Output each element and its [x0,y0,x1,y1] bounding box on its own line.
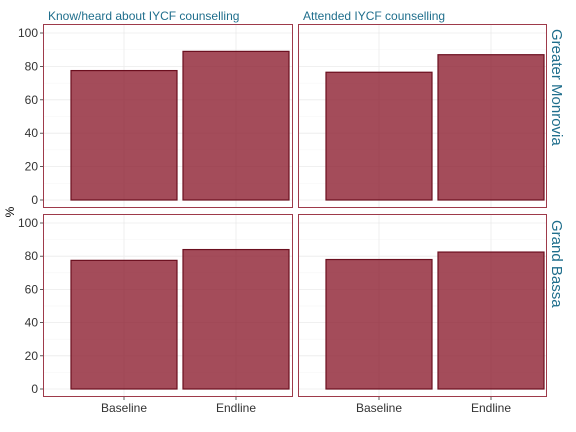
bar-endline [437,54,545,201]
y-tick-label: 40 [25,126,39,140]
bar-baseline [70,259,178,390]
y-tick-label: 100 [18,216,38,230]
panel-border [298,24,547,208]
panel-2 [298,24,547,208]
bar-endline [437,251,545,390]
y-tick-label: 20 [25,160,39,174]
bar-endline [182,248,290,390]
x-tick-label: Baseline [101,401,147,415]
x-tick-label: Endline [216,401,256,415]
column-strip-label-1: Know/heard about IYCF counselling [48,9,239,23]
y-tick-label: 40 [25,316,39,330]
panel-border [43,214,293,397]
y-tick-label: 0 [31,193,38,207]
x-tick-label: Baseline [356,401,402,415]
row-strip-label-1: Greater Monrovia [548,29,565,146]
panel-border [298,214,547,397]
column-strip-label-2: Attended IYCF counselling [303,9,445,23]
y-axis-title: % [3,206,17,217]
y-tick-label: 0 [31,382,38,396]
y-tick-label: 20 [25,349,39,363]
x-tick-label: Endline [471,401,511,415]
panel-border [43,24,293,208]
y-tick-label: 100 [18,26,38,40]
bar-baseline [325,71,433,201]
panel-3: 0 20 40 60 80 100 Baseline Endline [18,214,293,415]
panel-4: Baseline Endline [298,214,547,415]
bar-endline [182,50,290,201]
bar-baseline [70,69,178,201]
y-tick-label: 60 [25,282,39,296]
y-tick-label: 80 [25,59,39,73]
y-tick-label: 80 [25,249,39,263]
y-tick-label: 60 [25,93,39,107]
panel-1: 0 20 40 60 80 100 [18,24,293,208]
row-strip-label-2: Grand Bassa [548,220,565,308]
bar-baseline [325,258,433,390]
